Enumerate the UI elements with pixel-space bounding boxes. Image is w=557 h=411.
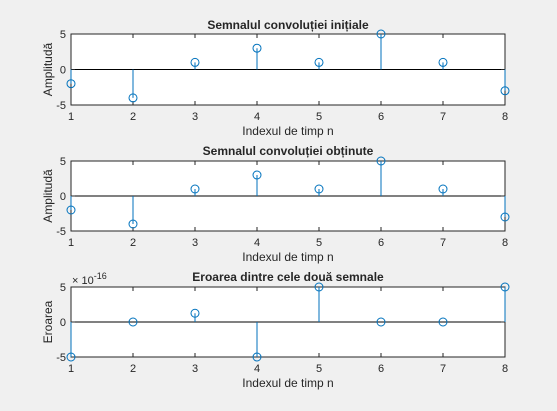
stem-marker <box>500 86 510 96</box>
x-tick-label: 1 <box>68 111 74 123</box>
y-tick-label: 0 <box>60 65 66 77</box>
y-exponent-label: × 10-16 <box>72 271 107 287</box>
stem-marker <box>128 93 138 103</box>
stem-marker <box>66 79 76 89</box>
y-tick-label: -5 <box>56 226 66 238</box>
x-tick-label: 7 <box>440 237 446 249</box>
y-tick-label: -5 <box>56 352 66 364</box>
stem-marker <box>314 57 324 67</box>
x-tick-label: 8 <box>502 363 508 375</box>
stem-marker <box>252 170 262 180</box>
y-tick-label: 5 <box>60 29 66 41</box>
stem-marker <box>438 184 448 194</box>
stem-marker <box>500 212 510 222</box>
x-tick-label: 4 <box>254 363 260 375</box>
x-tick-label: 5 <box>316 111 322 123</box>
x-tick-label: 4 <box>254 237 260 249</box>
x-axis-label: Indexul de timp n <box>242 124 333 138</box>
y-tick-label: -5 <box>56 100 66 112</box>
x-tick-label: 3 <box>192 363 198 375</box>
x-tick-label: 4 <box>254 111 260 123</box>
stem-marker <box>128 317 138 327</box>
stem-marker <box>252 43 262 53</box>
y-axis-label: Amplitudă <box>41 43 55 97</box>
x-axis-label: Indexul de timp n <box>242 250 333 264</box>
x-tick-label: 3 <box>192 237 198 249</box>
x-tick-label: 7 <box>440 363 446 375</box>
y-exponent-power: -16 <box>94 271 107 281</box>
stem-marker <box>190 184 200 194</box>
x-tick-label: 2 <box>130 237 136 249</box>
stem-marker <box>438 57 448 67</box>
stem-marker <box>190 57 200 67</box>
x-tick-label: 1 <box>68 237 74 249</box>
y-exponent-base: × 10 <box>72 275 94 287</box>
stem-marker <box>314 184 324 194</box>
x-tick-label: 5 <box>316 363 322 375</box>
y-tick-label: 0 <box>60 317 66 329</box>
x-tick-label: 6 <box>378 363 384 375</box>
y-tick-label: 0 <box>60 191 66 203</box>
x-tick-label: 1 <box>68 363 74 375</box>
y-tick-label: 5 <box>60 282 66 294</box>
stem-marker <box>438 317 448 327</box>
stem-marker <box>376 317 386 327</box>
x-tick-label: 2 <box>130 363 136 375</box>
x-tick-label: 8 <box>502 111 508 123</box>
stem-marker <box>66 205 76 215</box>
x-tick-label: 7 <box>440 111 446 123</box>
stem-marker <box>252 352 262 362</box>
subplot-title: Semnalul convoluției inițiale <box>207 18 369 32</box>
x-axis-label: Indexul de timp n <box>242 376 333 390</box>
stem-marker <box>500 282 510 292</box>
y-axis-label: Amplitudă <box>41 169 55 223</box>
x-tick-label: 6 <box>378 111 384 123</box>
subplot-title: Eroarea dintre cele două semnale <box>192 270 384 284</box>
x-tick-label: 8 <box>502 237 508 249</box>
subplot-3: 1 2 3 4 5 6 7 8 -5 0 5 Eroarea dintre cele două sem… <box>41 270 510 390</box>
stem-marker <box>376 29 386 39</box>
x-tick-label: 2 <box>130 111 136 123</box>
y-tick-label: 5 <box>60 156 66 168</box>
subplot-title: Semnalul convoluției obținute <box>203 144 374 158</box>
y-axis-label: Eroarea <box>41 300 55 343</box>
subplot-2: 1 2 3 4 5 6 7 8 -5 0 5 Semnalul convoluției obținut… <box>41 144 510 264</box>
stem-marker <box>190 308 200 318</box>
x-tick-label: 3 <box>192 111 198 123</box>
stem-marker <box>314 282 324 292</box>
x-tick-label: 6 <box>378 237 384 249</box>
stem-marker <box>376 156 386 166</box>
x-tick-label: 5 <box>316 237 322 249</box>
stem-marker <box>66 352 76 362</box>
stem-marker <box>128 219 138 229</box>
subplots: 1 2 3 4 5 6 7 8 -5 0 5 Semnalul convoluției inițial… <box>41 18 510 390</box>
subplot-1: 1 2 3 4 5 6 7 8 -5 0 5 Semnalul convoluției inițial… <box>41 18 510 138</box>
